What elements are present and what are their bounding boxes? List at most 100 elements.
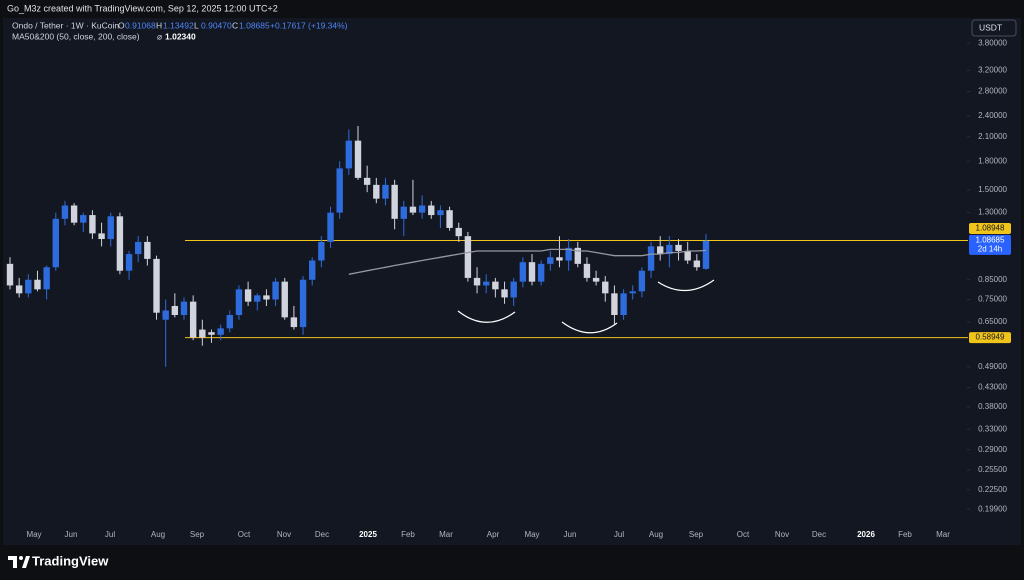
candle-body: [702, 240, 710, 269]
candle-body: [693, 260, 701, 268]
pattern-arc: [657, 279, 715, 292]
change: +0.17617 (+19.34%): [270, 20, 348, 30]
logo-icon: [19, 556, 23, 560]
level-label-box: [969, 332, 1011, 344]
candle-body: [684, 250, 691, 261]
y-tick-label: 0.85000: [978, 275, 1007, 284]
candle-body: [52, 218, 59, 268]
ohlc-value: 0.91068: [125, 20, 156, 30]
x-tick-label: Nov: [277, 530, 291, 539]
candle-body: [171, 305, 179, 316]
candle-body: [428, 205, 435, 216]
ohlc-value: 1.08685: [239, 20, 270, 30]
x-tick-label: Jul: [105, 530, 115, 539]
candle-body: [592, 277, 600, 282]
candle-body: [373, 184, 380, 199]
candle-body: [309, 260, 316, 280]
candle-body: [135, 241, 142, 255]
candle-body: [89, 215, 96, 234]
y-tick-label: 0.33000: [978, 424, 1007, 433]
candle-body: [675, 244, 682, 251]
candle-body: [418, 205, 426, 213]
candle-body: [199, 329, 206, 338]
candle-body: [528, 262, 536, 282]
last-price: 1.08685: [976, 236, 1005, 245]
candle-body: [537, 263, 545, 282]
candle-body: [235, 289, 243, 316]
y-tick-label: 2.10000: [978, 132, 1007, 141]
y-tick-label: 0.43000: [978, 383, 1007, 392]
y-tick-label: 3.20000: [978, 65, 1007, 74]
x-tick-label: Nov: [775, 530, 789, 539]
candle-body: [556, 257, 563, 261]
plot: 3.80000 3.20000 2.80000 2.40000 2.10000 1.800…: [6, 38, 1011, 539]
candle-body: [263, 295, 270, 300]
candle-body: [657, 246, 664, 255]
level-label-box: [969, 223, 1011, 235]
candle-body: [34, 279, 41, 290]
x-tick-label: Oct: [238, 530, 251, 539]
candle-body: [281, 281, 288, 318]
candle-body: [583, 263, 591, 278]
x-tick-label: Mar: [439, 530, 453, 539]
y-tick-label: 0.29000: [978, 445, 1007, 454]
candle-body: [162, 310, 169, 320]
y-tick-label: 1.30000: [978, 208, 1007, 217]
x-tick-label: Apr: [487, 530, 500, 539]
brand-logo: TradingView: [8, 553, 109, 568]
y-tick-label: 1.80000: [978, 156, 1007, 165]
y-tick-label: 0.49000: [978, 362, 1007, 371]
y-tick-label: 2.40000: [978, 111, 1007, 120]
candle-body: [574, 247, 581, 264]
candle-body: [208, 332, 215, 335]
candle-body: [189, 301, 197, 338]
candle-body: [116, 216, 124, 271]
ohlc-key: O: [118, 20, 125, 30]
x-tick-label: 2025: [359, 530, 377, 539]
candle-body: [327, 212, 334, 242]
y-tick-label: 0.65000: [978, 317, 1007, 326]
moving-average: [348, 248, 707, 275]
x-tick-label: 2026: [857, 530, 875, 539]
candle-body: [409, 206, 417, 213]
candle-body: [125, 254, 133, 271]
indicator-name: MA50&200 (50, close, 200, close): [12, 31, 140, 41]
currency: USDT: [979, 22, 1002, 32]
candle-body: [611, 293, 618, 316]
pattern-arc: [561, 321, 618, 334]
ohlc-value: 0.90470: [201, 20, 232, 30]
countdown: 2d 14h: [978, 245, 1002, 254]
candle-body: [391, 184, 398, 219]
x-tick-label: Aug: [151, 530, 165, 539]
y-tick-label: 1.50000: [978, 185, 1007, 194]
level-label: 0.58949: [976, 333, 1005, 342]
candle-body: [510, 281, 517, 298]
candle-body: [666, 244, 673, 255]
logo-icon: [22, 556, 30, 568]
candle-body: [153, 258, 160, 313]
x-tick-label: Oct: [737, 530, 750, 539]
candle-body: [382, 184, 389, 199]
candle-body: [80, 215, 87, 223]
candle-body: [25, 279, 32, 294]
x-tick-label: Dec: [315, 530, 329, 539]
x-tick-label: May: [524, 530, 539, 539]
currency-box[interactable]: [971, 19, 1017, 37]
candle-body: [180, 301, 188, 316]
candle-body: [354, 140, 362, 178]
y-tick-label: 0.38000: [978, 402, 1007, 411]
x-tick-label: May: [26, 530, 41, 539]
candle-body: [254, 295, 261, 302]
y-tick-label: 0.75000: [978, 295, 1007, 304]
ohlc-key: H: [156, 20, 162, 30]
candle-body: [363, 177, 371, 185]
candle-body: [519, 262, 527, 282]
y-tick-label: 0.22500: [978, 485, 1007, 494]
indicator-symbol: ⌀: [157, 31, 163, 41]
candle-body: [144, 241, 151, 259]
chart-panel: [3, 18, 1021, 545]
candle-body: [244, 289, 252, 302]
candle-body: [299, 279, 307, 328]
candle-body: [501, 289, 508, 298]
